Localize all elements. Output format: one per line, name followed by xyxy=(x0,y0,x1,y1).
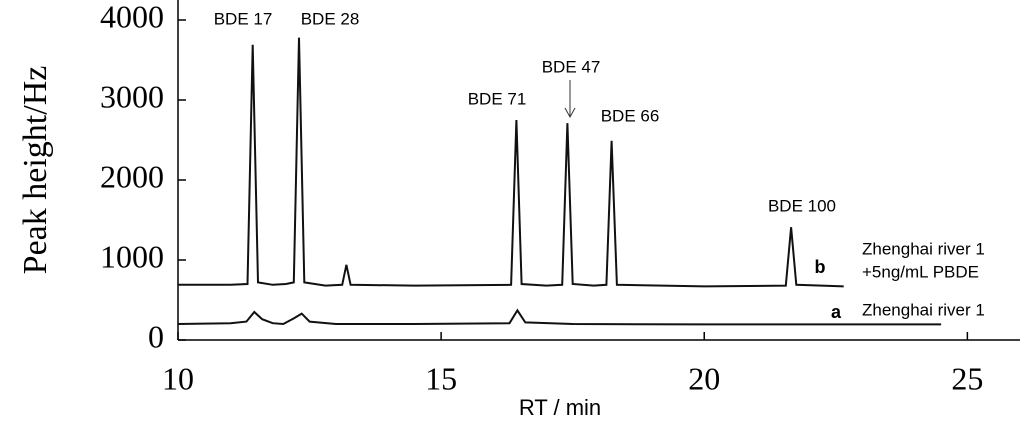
peak-label: BDE 17 xyxy=(214,9,273,28)
annotation-arrowhead xyxy=(564,107,576,119)
x-tick-label: 20 xyxy=(688,360,720,396)
series-letter: b xyxy=(815,257,826,277)
peak-label: BDE 66 xyxy=(601,106,660,125)
x-tick-label: 10 xyxy=(162,360,194,396)
chromatogram-line xyxy=(178,37,844,288)
y-tick-label: 3000 xyxy=(100,78,164,114)
series-name: +5ng/mL PBDE xyxy=(862,262,979,281)
series-name: Zhenghai river 1 xyxy=(862,300,985,319)
series-letter: a xyxy=(831,302,842,322)
x-tick-label: 15 xyxy=(425,360,457,396)
x-axis-label: RT / min xyxy=(519,395,601,420)
series-name: Zhenghai river 1 xyxy=(862,239,985,258)
peak-label: BDE 47 xyxy=(542,57,601,76)
y-tick-label: 2000 xyxy=(100,158,164,194)
peak-label: BDE 28 xyxy=(301,9,360,28)
y-tick-label: 0 xyxy=(148,318,164,354)
peak-label: BDE 100 xyxy=(768,196,836,215)
y-tick-label: 4000 xyxy=(100,0,164,34)
x-tick-label: 25 xyxy=(951,360,983,396)
peak-label: BDE 71 xyxy=(468,89,527,108)
chromatogram-line xyxy=(177,308,942,326)
y-tick-label: 1000 xyxy=(100,238,164,274)
y-axis-label: Peak height/Hz xyxy=(17,66,54,275)
